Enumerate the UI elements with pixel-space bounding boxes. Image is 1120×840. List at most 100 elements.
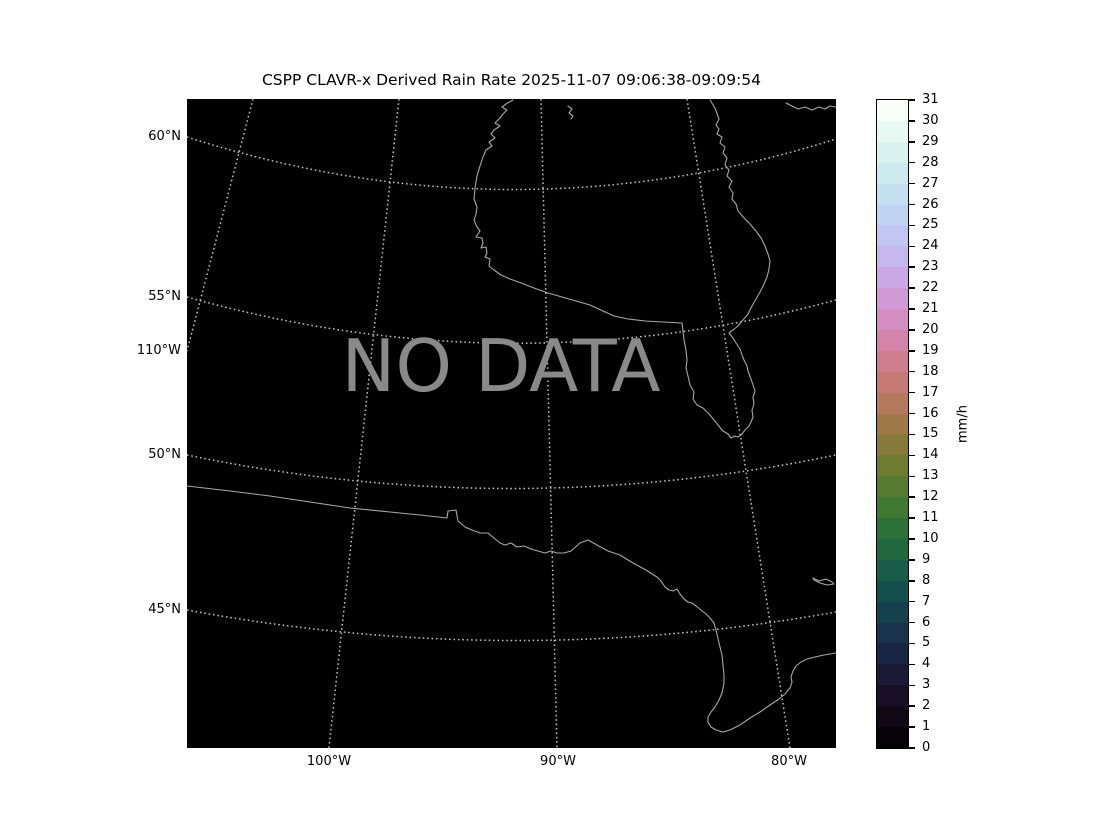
colorbar-cell	[877, 684, 908, 707]
colorbar-tick-label: 6	[922, 614, 931, 630]
colorbar-tick-label: 26	[922, 196, 939, 212]
colorbar-tick-label: 13	[922, 468, 939, 484]
colorbar-cell	[877, 455, 908, 477]
colorbar-tick-mark	[909, 600, 915, 603]
meridian-100w	[328, 99, 400, 748]
colorbar-tick-mark	[909, 580, 915, 582]
colorbar-cell	[877, 601, 908, 623]
colorbar-cell	[877, 434, 908, 456]
colorbar-cell	[877, 664, 908, 686]
colorbar-tick-label: 10	[922, 530, 939, 546]
colorbar-tick-mark	[909, 621, 915, 624]
colorbar-cell	[877, 643, 908, 665]
colorbar-tick-mark	[909, 642, 915, 645]
colorbar-tick-label: 12	[922, 489, 939, 505]
colorbar-cell	[877, 392, 908, 414]
colorbar-cell	[877, 183, 908, 205]
colorbar-tick-label: 3	[922, 677, 931, 693]
graticule-lines	[187, 99, 836, 748]
colorbar-cell	[877, 329, 908, 351]
colorbar-cell	[877, 99, 908, 121]
colorbar-tick-mark	[909, 454, 915, 457]
colorbar-tick-label: 21	[922, 301, 939, 317]
colorbar-cell	[877, 141, 908, 163]
meridian-110w	[187, 99, 254, 352]
colorbar-tick-mark	[909, 559, 915, 561]
colorbar-tick-mark	[909, 141, 915, 143]
colorbar-tick-label: 4	[922, 656, 931, 672]
coastline-top-right-corner	[785, 102, 836, 111]
colorbar-tick-label: 1	[922, 719, 931, 735]
colorbar-tick-label: 29	[922, 133, 939, 149]
plot-title: CSPP CLAVR-x Derived Rain Rate 2025-11-0…	[261, 71, 762, 89]
colorbar-tick-label: 17	[922, 384, 939, 400]
colorbar-cell	[877, 266, 908, 289]
parallel-45n	[187, 609, 836, 642]
parallel-50n	[187, 454, 836, 490]
colorbar-tick-mark	[909, 224, 915, 227]
colorbar-tick-mark	[909, 663, 915, 666]
colorbar-tick-mark	[909, 475, 915, 477]
colorbar-tick-label: 11	[922, 510, 939, 526]
colorbar-tick-mark	[909, 308, 915, 310]
lon-tick-label: 90°W	[540, 754, 576, 769]
coastline-island-sliver	[812, 577, 835, 586]
colorbar-ticks: 0 1 2 3 4 5 6 7 8 9 10 11 12 13 14 15 16 17 18 19 20 21 22 23 24…	[909, 92, 989, 755]
lat-tick-label: 45°N	[148, 602, 181, 617]
no-data-label: NO DATA	[342, 324, 661, 408]
colorbar-tick-mark	[909, 433, 915, 436]
colorbar-tick-mark	[909, 412, 915, 415]
colorbar-tick-mark	[909, 161, 915, 164]
coastline-hudson-james-bay	[473, 99, 771, 439]
colorbar-tick-label: 20	[922, 321, 939, 337]
colorbar-tick-mark	[909, 120, 915, 122]
colorbar-cell	[877, 580, 908, 602]
map-plot: NO DATA	[187, 99, 836, 748]
colorbar-cell	[877, 371, 908, 393]
colorbar-tick-label: 9	[922, 551, 931, 567]
colorbar-tick-label: 19	[922, 342, 939, 358]
lon-tick-label: 80°W	[771, 754, 807, 769]
colorbar-tick-mark	[909, 705, 915, 707]
colorbar-tick-mark	[909, 370, 915, 373]
lat-tick-label: 50°N	[148, 447, 181, 462]
colorbar-tick-mark	[909, 266, 915, 268]
colorbar-cell	[877, 204, 908, 226]
colorbar-tick-label: 28	[922, 154, 939, 170]
colorbar-cell	[877, 246, 908, 268]
colorbar-tick-label: 8	[922, 572, 931, 588]
colorbar-tick-label: 5	[922, 635, 931, 651]
colorbar-cell	[877, 287, 908, 310]
colorbar-cell	[877, 559, 908, 581]
colorbar-tick-label: 14	[922, 447, 939, 463]
colorbar	[876, 99, 909, 749]
colorbar-tick-label: 18	[922, 363, 939, 379]
colorbar-cell	[877, 413, 908, 435]
colorbar-cell	[877, 517, 908, 539]
colorbar-tick-label: 16	[922, 405, 939, 421]
colorbar-tick-label: 25	[922, 217, 939, 233]
colorbar-cell	[877, 705, 908, 728]
lat-tick-label: 60°N	[148, 129, 181, 144]
colorbar-cell	[877, 726, 908, 748]
colorbar-tick-label: 23	[922, 259, 939, 275]
coastline-south-shore	[187, 485, 836, 733]
colorbar-tick-label: 24	[922, 238, 939, 254]
colorbar-cell	[877, 622, 908, 644]
colorbar-tick-mark	[909, 203, 915, 206]
colorbar-tick-mark	[909, 517, 915, 519]
map-background	[187, 99, 836, 748]
colorbar-tick-mark	[909, 245, 915, 248]
colorbar-tick-mark	[909, 99, 915, 101]
colorbar-tick-label: 22	[922, 280, 939, 296]
lat-tick-label: 55°N	[148, 289, 181, 304]
colorbar-cell	[877, 350, 908, 372]
coastlines	[187, 99, 836, 733]
colorbar-tick-mark	[909, 287, 915, 289]
colorbar-tick-label: 0	[922, 740, 931, 755]
colorbar-tick-label: 31	[922, 92, 939, 107]
colorbar-tick-mark	[909, 350, 915, 352]
colorbar-cell	[877, 475, 908, 498]
colorbar-cell	[877, 120, 908, 142]
colorbar-cell	[877, 496, 908, 519]
